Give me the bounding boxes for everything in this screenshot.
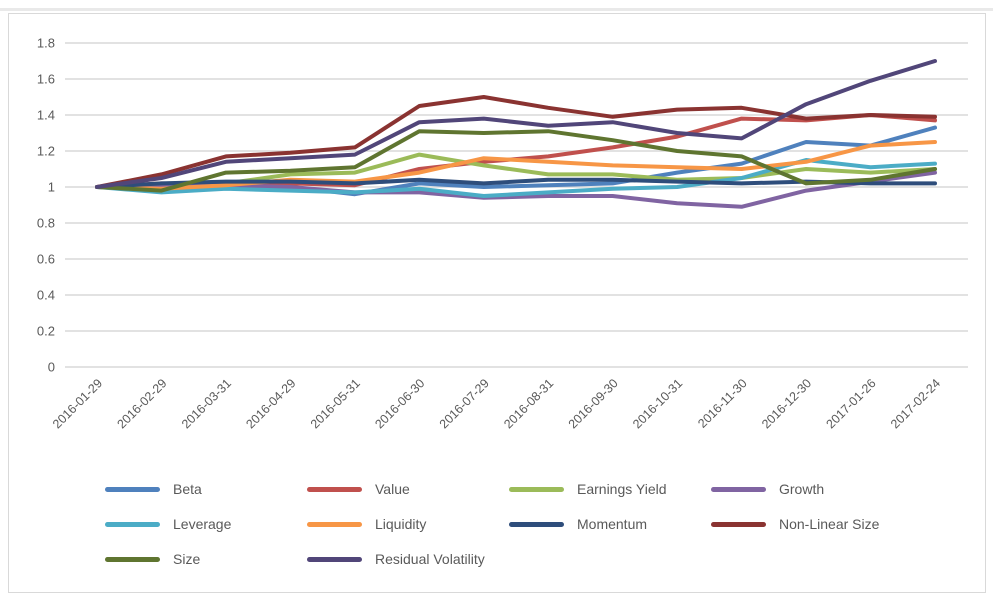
x-tick-label: 2016-12-30 [759, 376, 814, 431]
x-tick-label: 2017-01-26 [824, 376, 879, 431]
legend-item-earnings-yield: Earnings Yield [509, 481, 667, 497]
legend-label: Momentum [577, 516, 648, 532]
y-tick-label: 0.2 [37, 324, 55, 339]
x-tick-label: 2016-03-31 [179, 376, 234, 431]
legend-swatch-growth [711, 486, 766, 492]
y-tick-label: 1.8 [37, 36, 55, 51]
x-tick-label: 2016-04-29 [243, 376, 298, 431]
legend-label: Leverage [173, 516, 232, 532]
legend-item-liquidity: Liquidity [307, 516, 426, 532]
legend-label: Residual Volatility [375, 551, 485, 567]
legend-label: Growth [779, 481, 825, 497]
legend-label: Beta [173, 481, 202, 497]
y-tick-label: 1.2 [37, 144, 55, 159]
legend-item-value: Value [307, 481, 410, 497]
legend-item-leverage: Leverage [105, 516, 231, 532]
series-line-size [95, 129, 937, 193]
y-tick-label: 0.4 [37, 288, 55, 303]
legend-swatch-size [105, 556, 160, 562]
chart-frame-border [8, 13, 986, 593]
x-tick-label: 2016-10-31 [630, 376, 685, 431]
legend-label: Liquidity [375, 516, 427, 532]
legend-swatch-leverage [105, 521, 160, 527]
x-tick-label: 2016-01-29 [50, 376, 105, 431]
x-tick-label: 2016-08-31 [501, 376, 556, 431]
legend-item-momentum: Momentum [509, 516, 647, 532]
series-line-liquidity [95, 140, 937, 191]
legend-label: Size [173, 551, 201, 567]
legend-label: Non-Linear Size [779, 516, 880, 532]
legend-label: Earnings Yield [577, 481, 667, 497]
x-tick-label: 2016-09-30 [566, 376, 621, 431]
y-tick-label: 1 [48, 180, 55, 195]
series-line-non-linear-size [95, 95, 937, 189]
legend-item-beta: Beta [105, 481, 202, 497]
legend-swatch-beta [105, 486, 160, 492]
y-tick-label: 0.6 [37, 252, 55, 267]
series-line-residual-volatility [95, 59, 937, 189]
x-tick-label: 2016-02-29 [114, 376, 169, 431]
series-line-momentum [95, 177, 937, 189]
legend-item-residual-volatility: Residual Volatility [307, 551, 485, 567]
y-tick-label: 0.8 [37, 216, 55, 231]
x-tick-label: 2017-02-24 [888, 376, 943, 431]
top-divider-rule [0, 8, 993, 11]
legend-swatch-liquidity [307, 521, 362, 527]
legend-item-size: Size [105, 551, 200, 567]
x-tick-label: 2016-05-31 [308, 376, 363, 431]
legend-swatch-value [307, 486, 362, 492]
legend-item-non-linear-size: Non-Linear Size [711, 516, 879, 532]
legend-label: Value [375, 481, 410, 497]
y-tick-label: 0 [48, 360, 55, 375]
x-tick-label: 2016-06-30 [372, 376, 427, 431]
legend-item-growth: Growth [711, 481, 824, 497]
legend-swatch-earnings-yield [509, 486, 564, 492]
chart-legend: Beta Value Earnings Yield Growth Leverage Liq… [0, 460, 993, 594]
legend-swatch-non-linear-size [711, 521, 766, 527]
legend-swatch-residual-volatility [307, 556, 362, 562]
legend-swatch-momentum [509, 521, 564, 527]
y-tick-label: 1.6 [37, 72, 55, 87]
y-tick-label: 1.4 [37, 108, 55, 123]
x-tick-label: 2016-11-30 [695, 376, 749, 430]
x-tick-label: 2016-07-29 [437, 376, 492, 431]
